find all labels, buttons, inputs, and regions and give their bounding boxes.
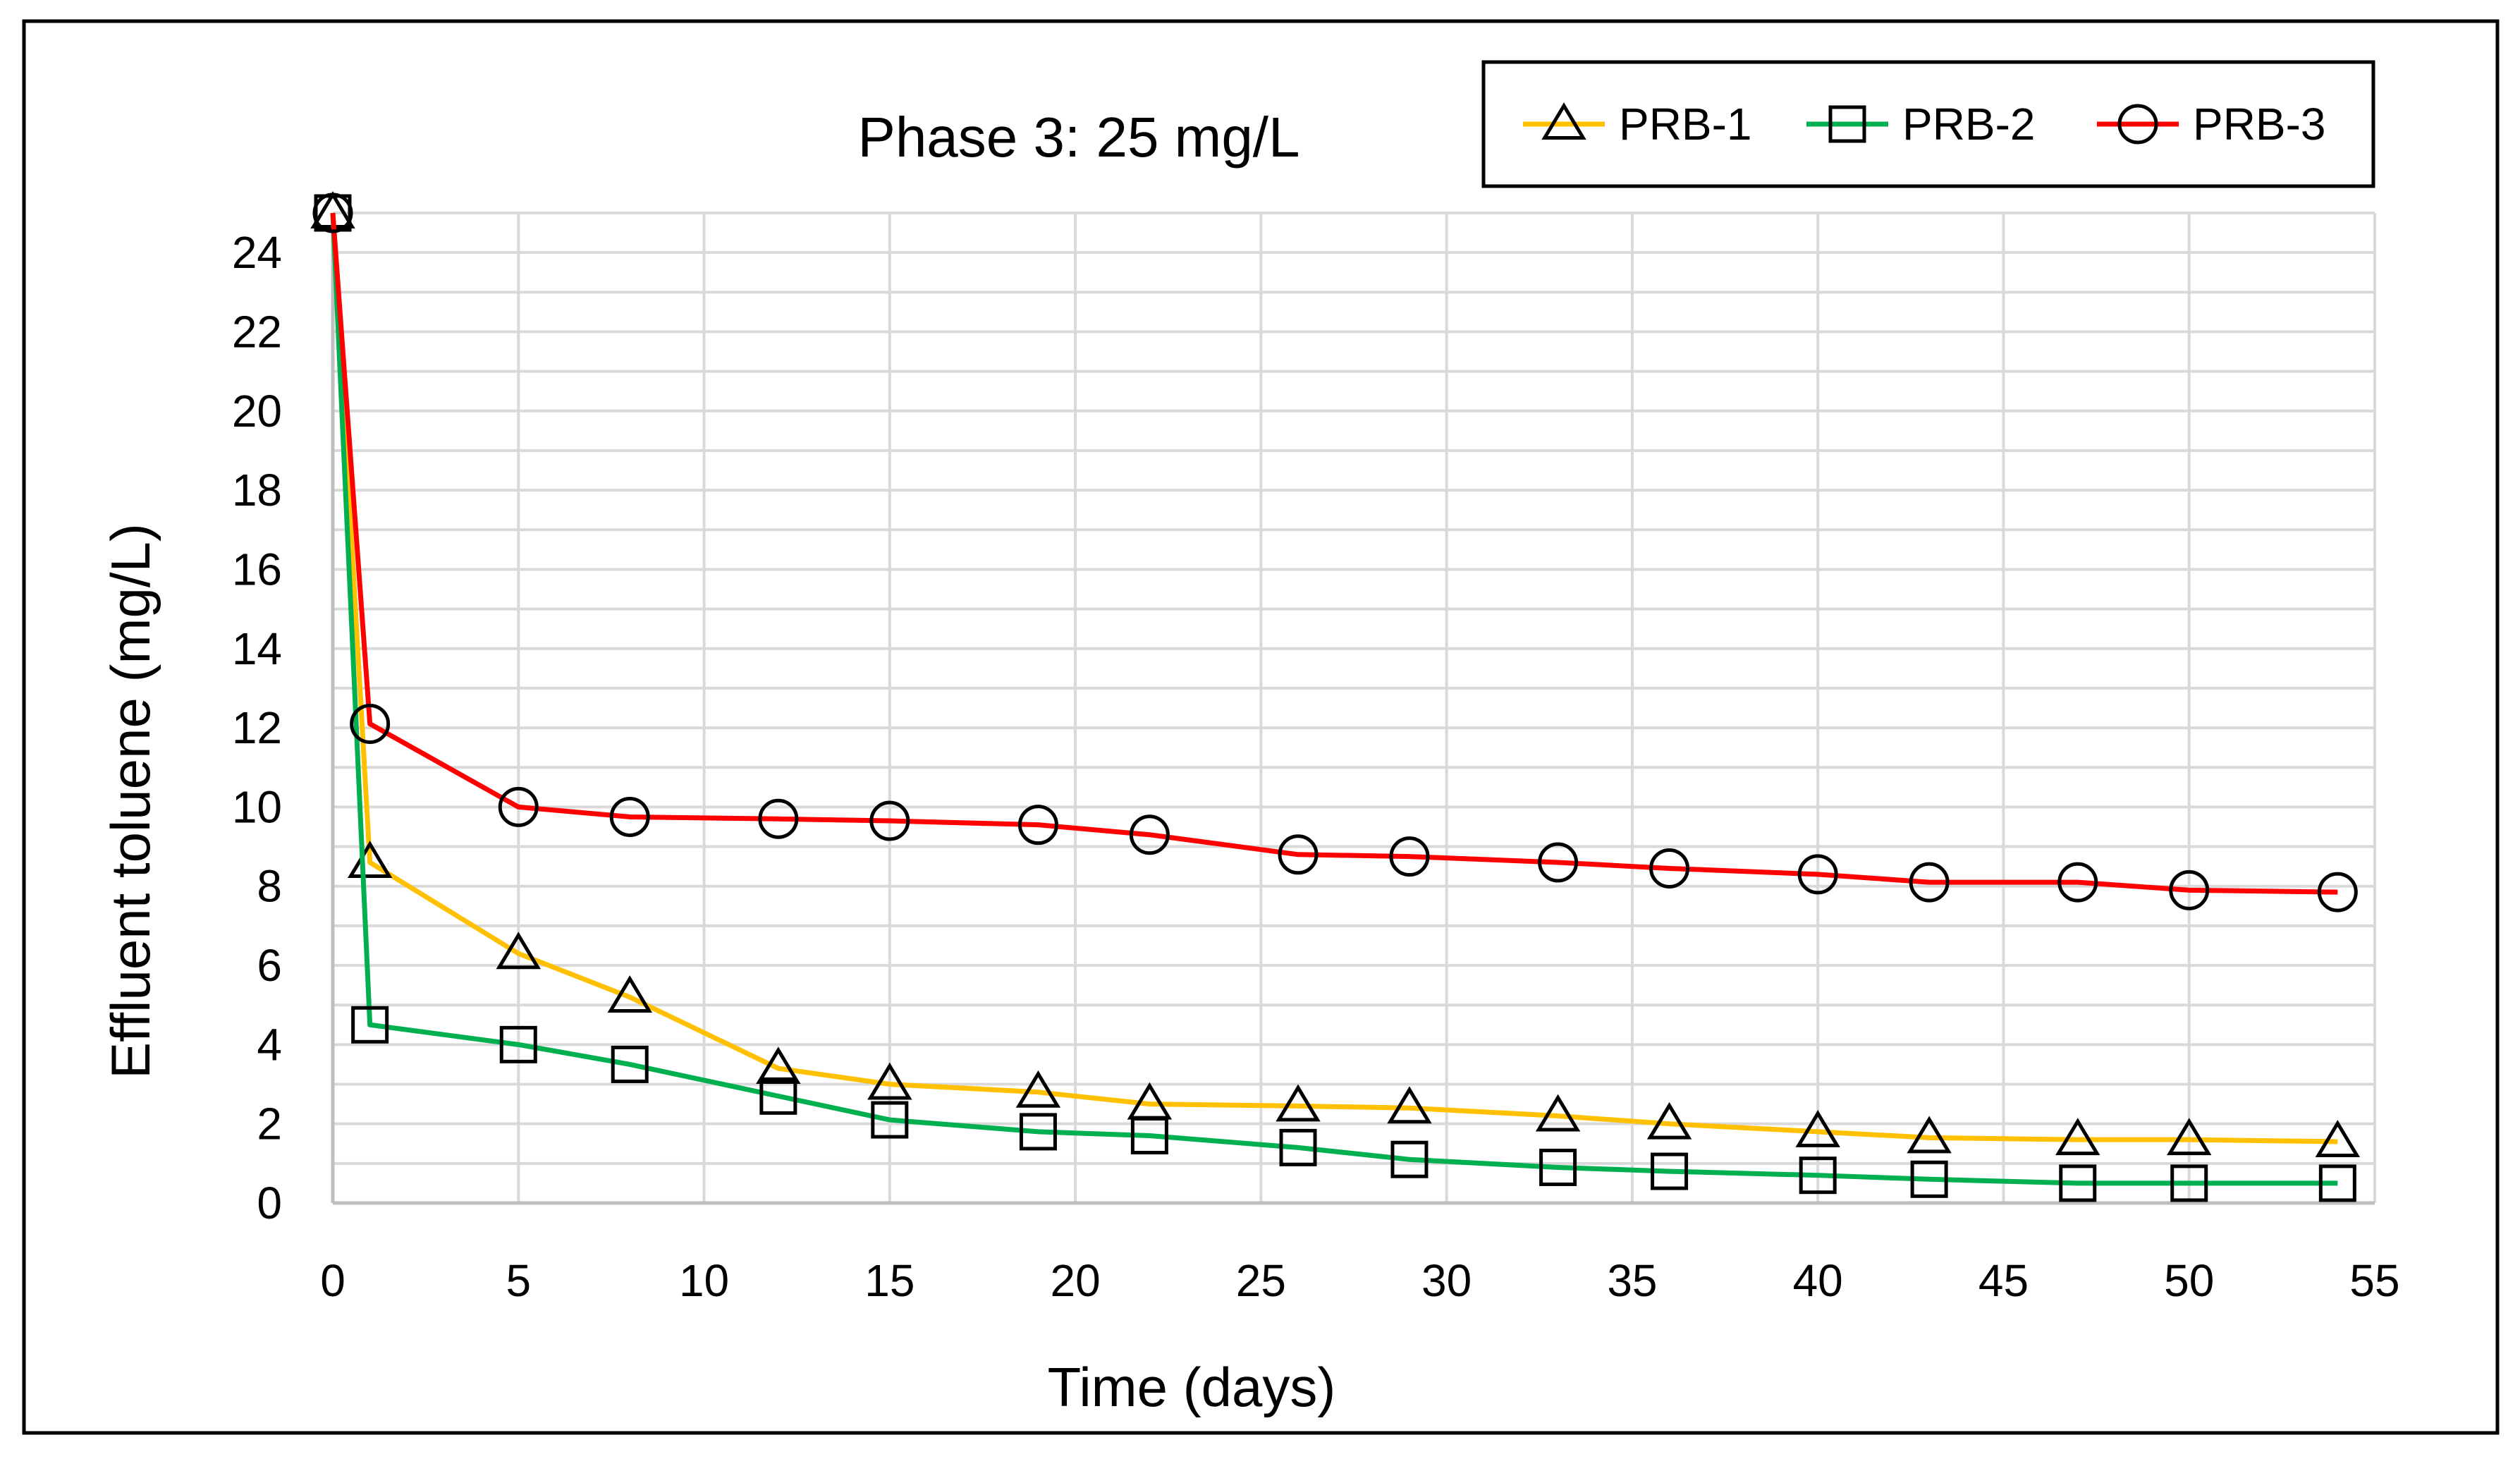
- data-point-prb-3: [1278, 834, 1319, 875]
- data-point-prb-3: [1909, 862, 1950, 903]
- legend: PRB-1 PRB-2 PRB-3: [1481, 60, 2375, 188]
- legend-box: [1481, 60, 2375, 188]
- y-tick-label: 2: [257, 1099, 282, 1149]
- series-prb-3: [312, 193, 2358, 912]
- data-point-prb-3: [2057, 862, 2098, 903]
- y-tick-label: 8: [257, 861, 282, 912]
- data-point-prb-3: [869, 800, 910, 841]
- data-point-prb-3: [2169, 869, 2210, 910]
- data-point-prb-1: [1276, 1084, 1321, 1122]
- y-tick-label: 4: [257, 1019, 282, 1070]
- data-point-prb-1: [607, 975, 652, 1013]
- series-prb-1: [310, 191, 2361, 1157]
- data-point-prb-2: [1279, 1128, 1317, 1166]
- legend-label-prb-3: PRB-3: [2193, 99, 2326, 149]
- data-point-prb-2: [1651, 1152, 1689, 1190]
- data-point-prb-3: [1538, 842, 1579, 883]
- data-point-prb-3: [1129, 814, 1170, 855]
- x-tick-label: 40: [1793, 1255, 1843, 1306]
- y-tick-label: 10: [232, 781, 282, 832]
- y-tick-label: 14: [232, 623, 282, 674]
- legend-marker-prb-2: [1828, 105, 1866, 143]
- data-point-prb-2: [2318, 1164, 2356, 1202]
- series-line-prb-1: [330, 212, 2338, 1144]
- data-point-prb-2: [2059, 1164, 2097, 1202]
- data-point-prb-1: [756, 1046, 801, 1085]
- x-tick-label: 35: [1607, 1255, 1657, 1306]
- data-point-prb-1: [2055, 1118, 2100, 1156]
- data-point-prb-2: [1799, 1156, 1837, 1195]
- data-point-prb-1: [2167, 1118, 2212, 1156]
- chart-title: Phase 3: 25 mg/L: [857, 106, 1299, 169]
- data-point-prb-3: [2317, 872, 2358, 912]
- x-tick-label: 10: [679, 1255, 729, 1306]
- x-tick-label: 5: [506, 1255, 531, 1306]
- y-tick-label: 24: [232, 227, 282, 278]
- x-axis-title: Time (days): [1048, 1356, 1336, 1418]
- data-point-prb-1: [867, 1062, 912, 1100]
- x-tick-label: 0: [320, 1255, 345, 1306]
- data-point-prb-1: [2315, 1120, 2361, 1157]
- data-point-prb-3: [1389, 836, 1430, 877]
- legend-label-prb-1: PRB-1: [1619, 99, 1752, 149]
- data-point-prb-2: [759, 1077, 797, 1115]
- data-point-prb-1: [1907, 1116, 1952, 1154]
- legend-item-prb-2: PRB-2: [1806, 99, 2036, 149]
- data-point-prb-2: [611, 1045, 649, 1083]
- data-point-prb-1: [1646, 1101, 1692, 1140]
- series-line-prb-3: [330, 212, 2338, 895]
- legend-marker-prb-1: [1541, 102, 1586, 140]
- y-tick-label: 22: [232, 306, 282, 357]
- data-point-prb-3: [350, 703, 391, 744]
- x-tick-label: 15: [864, 1255, 915, 1306]
- data-point-prb-2: [351, 1006, 389, 1044]
- legend-marker-prb-3: [2117, 104, 2158, 145]
- x-tick-label: 45: [1978, 1255, 2029, 1306]
- x-tick-label: 55: [2349, 1255, 2399, 1306]
- data-point-prb-2: [1390, 1140, 1429, 1178]
- data-point-prb-2: [871, 1101, 909, 1139]
- data-point-prb-2: [499, 1025, 537, 1063]
- legend-label-prb-2: PRB-2: [1902, 99, 2036, 149]
- data-point-prb-2: [1910, 1160, 1948, 1198]
- x-tick-label: 25: [1236, 1255, 1286, 1306]
- data-point-prb-1: [1535, 1094, 1581, 1132]
- data-point-prb-2: [1539, 1148, 1577, 1186]
- data-point-prb-1: [496, 932, 541, 970]
- data-point-prb-1: [1795, 1110, 1840, 1147]
- x-tick-label: 50: [2164, 1255, 2214, 1306]
- data-point-prb-2: [2170, 1164, 2208, 1202]
- legend-item-prb-3: PRB-3: [2097, 99, 2326, 149]
- y-axis-title: Effluent toluene (mg/L): [99, 523, 161, 1079]
- data-point-prb-3: [498, 786, 539, 827]
- data-point-prb-1: [1387, 1086, 1432, 1124]
- x-tick-label: 30: [1421, 1255, 1472, 1306]
- data-point-prb-3: [609, 796, 650, 837]
- data-point-prb-3: [1797, 854, 1838, 895]
- data-point-prb-1: [1015, 1070, 1061, 1108]
- y-tick-label: 12: [232, 702, 282, 753]
- series-group: [310, 191, 2361, 1202]
- data-point-prb-2: [1019, 1113, 1057, 1151]
- axes: 0 5 10 15 20 25 30 35 40 45 50 55024681012141618202…: [232, 213, 2400, 1306]
- data-point-prb-3: [1649, 848, 1690, 889]
- series-line-prb-2: [330, 212, 2338, 1186]
- data-point-prb-3: [1017, 805, 1058, 846]
- y-tick-label: 6: [257, 940, 282, 991]
- y-tick-label: 16: [232, 544, 282, 594]
- x-tick-label: 20: [1050, 1255, 1100, 1306]
- y-tick-label: 0: [257, 1178, 282, 1228]
- data-point-prb-2: [1130, 1117, 1168, 1155]
- y-tick-label: 18: [232, 465, 282, 515]
- y-tick-label: 20: [232, 386, 282, 437]
- legend-item-prb-1: PRB-1: [1523, 99, 1752, 149]
- data-point-prb-3: [758, 798, 799, 839]
- data-point-prb-3: [312, 193, 353, 233]
